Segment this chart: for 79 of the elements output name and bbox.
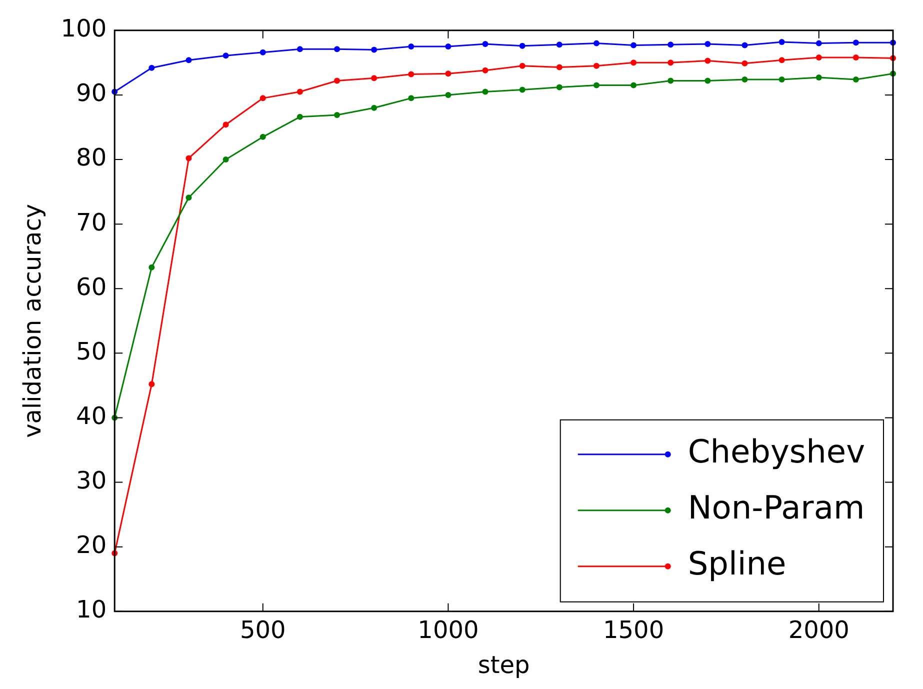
point xyxy=(556,42,562,48)
point xyxy=(519,42,526,49)
y-tick-label: 50 xyxy=(76,337,107,366)
point xyxy=(668,78,674,84)
point xyxy=(593,62,600,69)
point xyxy=(482,40,488,47)
point xyxy=(482,67,488,74)
point xyxy=(408,95,414,102)
point xyxy=(742,60,748,66)
x-tick-label: 2000 xyxy=(788,616,850,644)
point xyxy=(186,155,192,162)
point xyxy=(556,84,562,90)
point xyxy=(668,42,674,48)
point xyxy=(408,44,414,50)
point xyxy=(778,76,785,82)
y-tick-label: 80 xyxy=(76,144,107,172)
point xyxy=(704,58,711,64)
point xyxy=(260,95,266,102)
point xyxy=(482,88,488,95)
x-axis-title: step xyxy=(478,650,530,679)
point xyxy=(296,88,303,95)
point xyxy=(742,42,748,48)
legend-label: Non-Param xyxy=(688,488,865,527)
point xyxy=(593,82,600,88)
point xyxy=(852,54,859,61)
point xyxy=(630,42,637,48)
point xyxy=(704,40,711,47)
y-tick-label: 30 xyxy=(76,466,107,495)
y-axis-title: validation accuracy xyxy=(18,204,47,438)
point xyxy=(186,57,192,64)
point xyxy=(222,156,229,163)
point xyxy=(186,194,192,201)
point xyxy=(704,78,711,84)
point xyxy=(371,46,378,53)
point xyxy=(556,64,562,70)
point xyxy=(296,46,303,52)
point xyxy=(408,71,414,78)
point xyxy=(296,114,303,120)
point xyxy=(260,49,266,56)
y-tick-label: 90 xyxy=(76,79,107,108)
legend-label: Chebyshev xyxy=(688,432,865,471)
x-tick-label: 1500 xyxy=(602,616,664,644)
point xyxy=(148,264,155,270)
point xyxy=(519,86,526,93)
y-tick-label: 60 xyxy=(76,272,107,301)
point xyxy=(371,75,378,82)
point xyxy=(334,112,340,118)
y-tick-label: 70 xyxy=(76,208,107,236)
point xyxy=(445,92,452,98)
y-tick-label: 10 xyxy=(76,596,107,624)
x-tick-label: 500 xyxy=(240,616,286,644)
legend-label: Spline xyxy=(688,544,786,583)
y-tick-label: 100 xyxy=(60,14,107,43)
point xyxy=(371,104,378,111)
y-tick-label: 20 xyxy=(76,531,107,560)
point xyxy=(148,64,155,71)
point xyxy=(630,60,637,66)
y-tick-label: 40 xyxy=(76,402,107,430)
point xyxy=(816,74,822,81)
x-tick-label: 1000 xyxy=(418,616,479,644)
point xyxy=(816,54,822,61)
point xyxy=(334,78,340,84)
point xyxy=(816,40,822,46)
point xyxy=(742,76,748,82)
point xyxy=(445,70,452,77)
point xyxy=(778,39,785,46)
point xyxy=(519,62,526,69)
point xyxy=(852,76,859,82)
point xyxy=(222,52,229,59)
point xyxy=(593,40,600,46)
point xyxy=(852,40,859,46)
point xyxy=(334,46,340,52)
point xyxy=(222,122,229,128)
point xyxy=(668,60,674,66)
point xyxy=(778,57,785,64)
point xyxy=(148,381,155,388)
point xyxy=(445,44,452,50)
point xyxy=(260,134,266,140)
point xyxy=(630,82,637,88)
